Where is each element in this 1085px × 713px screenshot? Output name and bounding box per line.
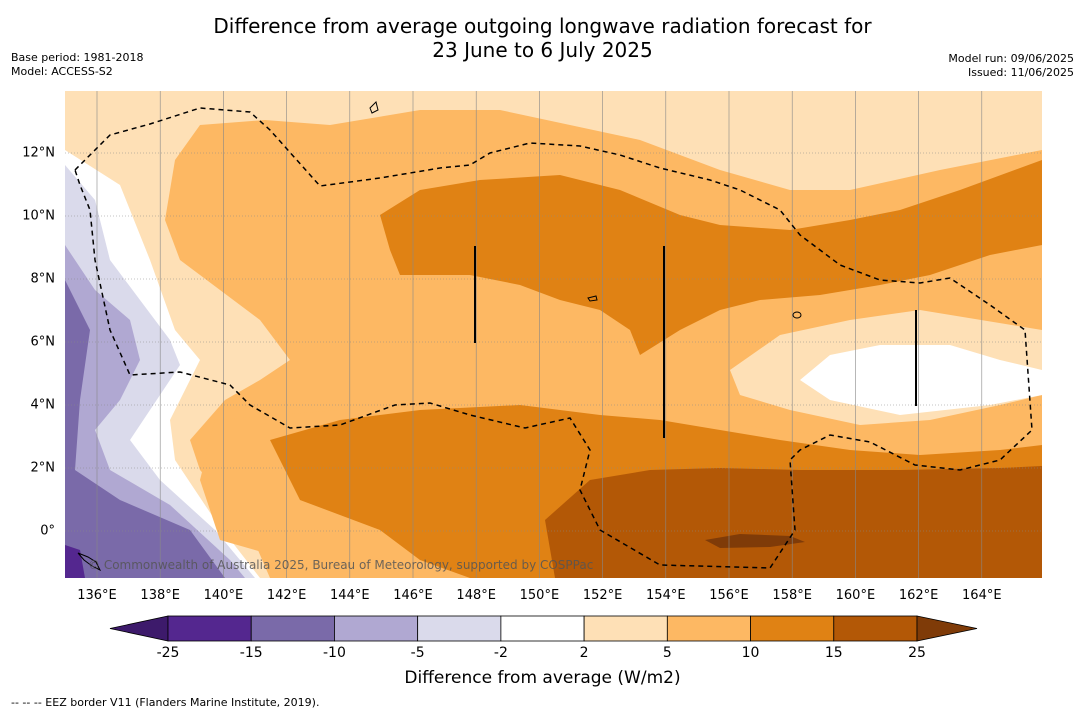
- x-tick-label: 142°E: [266, 588, 307, 603]
- meta-right: Model run: 09/06/2025 Issued: 11/06/2025: [948, 52, 1074, 80]
- model-text: Model: ACCESS-S2: [11, 65, 113, 78]
- colorbar-segment: [750, 615, 835, 642]
- island-1: [369, 101, 379, 114]
- y-tick-label: 12°N: [22, 145, 55, 161]
- colorbar-tick-label: -15: [239, 645, 263, 661]
- y-tick-label: 8°N: [30, 271, 56, 287]
- copyright-text: © Commonwealth of Australia 2025, Bureau…: [88, 558, 594, 572]
- island-4: [587, 295, 598, 302]
- colorbar-tick-label: -25: [156, 645, 180, 661]
- y-tick-label: 2°N: [30, 460, 56, 476]
- title-line-1: Difference from average outgoing longwav…: [213, 14, 872, 38]
- colorbar-tick-label: -5: [410, 645, 425, 661]
- colorbar-title: Difference from average (W/m2): [404, 668, 681, 688]
- base-period-text: Base period: 1981-2018: [11, 51, 144, 64]
- y-tick-label: 10°N: [22, 208, 55, 224]
- x-tick-label: 156°E: [709, 588, 749, 603]
- x-tick-label: 144°E: [330, 588, 370, 603]
- title-line-2: 23 June to 6 July 2025: [432, 38, 653, 62]
- colorbar-tick-label: 10: [741, 645, 760, 661]
- colorbar-segment: [833, 615, 918, 642]
- x-tick-label: 150°E: [519, 588, 560, 603]
- eez-footnote: -- -- -- EEZ border V11 (Flanders Marine…: [11, 696, 320, 709]
- island-2: [792, 311, 802, 319]
- y-tick-label: 4°N: [30, 397, 56, 413]
- vertical-ticks: [474, 246, 917, 438]
- x-tick-label: 138°E: [140, 588, 180, 603]
- colorbar-segment: [250, 615, 335, 642]
- x-tick-label: 140°E: [203, 588, 244, 603]
- eez-border: [74, 107, 1033, 569]
- contour-10-to-15-north: [380, 160, 1042, 355]
- colorbar-segment: [417, 615, 502, 642]
- colorbar-tick-label: -2: [493, 645, 508, 661]
- colorbar-extend-max: [916, 615, 978, 642]
- colorbar-segment: [583, 615, 668, 642]
- colorbar-segment: [500, 615, 585, 642]
- colorbar-tick-label: 5: [662, 645, 672, 661]
- colorbar-tick-label: -10: [323, 645, 346, 661]
- x-tick-label: 152°E: [582, 588, 623, 603]
- colorbar-segment: [167, 615, 252, 642]
- x-tick-label: 148°E: [456, 588, 496, 603]
- colorbar-extend-min: [109, 615, 169, 642]
- contour-fill-layer: [65, 91, 1042, 578]
- x-tick-label: 162°E: [898, 588, 939, 603]
- x-tick-label: 158°E: [772, 588, 812, 603]
- contour-minus15-to-minus10: [65, 280, 225, 578]
- y-tick-label: 0°: [40, 523, 55, 539]
- issued-text: Issued: 11/06/2025: [967, 66, 1074, 79]
- contour-minus25-to-minus15: [65, 545, 85, 578]
- x-tick-label: 164°E: [962, 588, 1002, 603]
- meta-left: Base period: 1981-2018 Model: ACCESS-S2: [11, 51, 143, 79]
- colorbar-tick-label: 2: [579, 645, 589, 661]
- colorbar: [109, 615, 978, 642]
- x-tick-label: 154°E: [646, 588, 686, 603]
- colorbar-segment: [666, 615, 751, 642]
- islands: [77, 101, 802, 572]
- colorbar-segment: [334, 615, 419, 642]
- grid-lines: [65, 91, 1042, 578]
- colorbar-tick-label: 15: [824, 645, 843, 661]
- colorbar-tick-label: 25: [908, 645, 926, 661]
- x-tick-label: 146°E: [393, 588, 433, 603]
- map-title: Difference from average outgoing longwav…: [0, 14, 1085, 62]
- contour-above-25: [705, 534, 805, 548]
- contour-15-to-25: [545, 466, 1042, 578]
- island-3: [77, 552, 102, 572]
- x-tick-label: 136°E: [77, 588, 117, 603]
- x-tick-label: 160°E: [835, 588, 876, 603]
- y-tick-label: 6°N: [30, 334, 56, 350]
- model-run-text: Model run: 09/06/2025: [948, 52, 1074, 65]
